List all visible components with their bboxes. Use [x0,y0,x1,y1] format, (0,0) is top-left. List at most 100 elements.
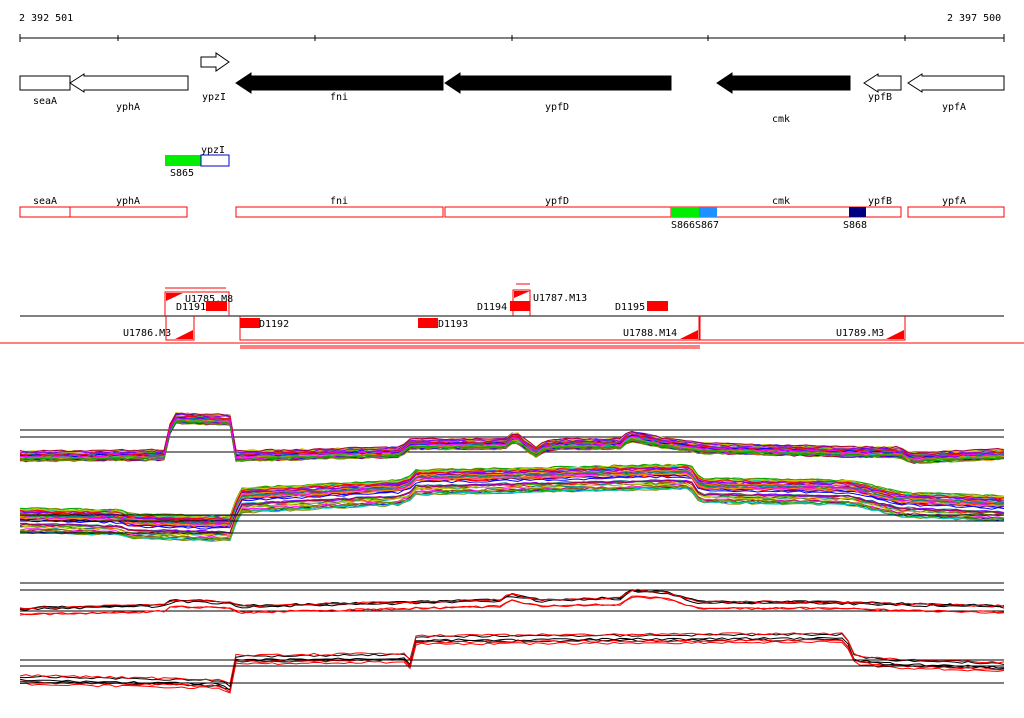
expression-trace [19,640,1005,694]
expression-trace [19,418,1005,461]
segment-S866[interactable] [671,207,699,217]
ruler [19,34,1005,42]
gene-label: ypfB [868,92,892,103]
expression-trace [20,638,1005,693]
downregion-D1192[interactable]: D1192 [240,318,289,330]
gene2-label: cmk [772,196,790,207]
transcript-label: U1785.M8 [185,294,233,305]
expression-trace [19,482,1005,537]
transcript-U1788[interactable]: U1788.M14 [239,316,700,341]
segment-label: S868 [843,220,867,231]
transcript-label: U1786.M3 [123,328,171,339]
feature-outline [200,154,230,167]
traces-group-a [19,412,1005,465]
expression-trace [19,470,1005,525]
downregion-label: D1195 [615,302,645,313]
expression-trace [19,588,1005,610]
gene-ypfA[interactable]: ypfA [907,73,1005,113]
gene-label: seaA [33,96,57,107]
downregion-D1191[interactable]: D1191 [176,301,227,313]
traces-group-c [19,588,1005,616]
gene-label: ypfD [545,102,569,113]
traces-group-b [19,463,1005,542]
expression-trace [19,595,1005,616]
expression-trace [19,466,1005,521]
gene-track: seaA yphA ypzI fni ypfD cmk [19,52,1005,125]
gene-label: ypzI [202,92,226,103]
transcript-track: U1785.M8 U1787.M13 U1786.M3 U1788.M14 [0,283,1024,349]
gene-cmk[interactable]: cmk [716,72,851,125]
expression-trace [19,465,1005,520]
upper-feature-track: ypzI S865 [165,145,230,179]
downregion-D1193[interactable]: D1193 [418,318,468,330]
expression-panel-upper [19,412,1005,542]
expression-panel-lower [19,582,1005,694]
gene2-label: ypfB [868,196,892,207]
gene2-label: yphA [116,196,140,207]
gene-seaA[interactable]: seaA [19,75,71,107]
expression-trace [19,413,1005,456]
expression-trace [19,421,1005,463]
expression-trace [19,486,1005,541]
gene2-label: fni [330,196,348,207]
gene2-ypfA[interactable]: ypfA [907,196,1005,218]
gene-row2: seaA yphA fni ypfD cmk ypfB [19,196,1005,231]
transcript-label: U1789.M3 [836,328,884,339]
gene2-label: ypfD [545,196,569,207]
expression-trace [19,632,1005,685]
segment-S867[interactable] [699,207,717,217]
segment-label: S866 [671,220,695,231]
downregion-label: D1194 [477,302,507,313]
transcript-U1789[interactable]: U1789.M3 [699,316,906,341]
segment-label: S865 [170,168,194,179]
segment-label: S867 [695,220,719,231]
gene2-label: seaA [33,196,57,207]
gene-ypfB[interactable]: ypfB [863,73,902,103]
expression-trace [19,415,1005,457]
gene-ypfD[interactable]: ypfD [444,72,672,113]
gene-label: cmk [772,114,790,125]
gene-yphA[interactable]: yphA [69,73,189,113]
transcript-U1787[interactable]: U1787.M13 [512,283,587,316]
downregion-label: D1193 [438,319,468,330]
expression-trace [19,412,1005,455]
gene2-yphA[interactable]: yphA [69,196,188,218]
expression-trace [19,464,1005,519]
transcript-U1786[interactable]: U1786.M3 [123,316,195,341]
gene2-ypfD[interactable]: ypfD [444,196,672,218]
gene2-ypfB[interactable]: ypfB [863,196,902,218]
expression-trace [19,473,1005,527]
expression-trace [19,485,1005,540]
expression-trace [19,486,1005,541]
downregion-label: D1192 [259,319,289,330]
expression-trace [19,633,1005,688]
segment-S865[interactable] [165,155,201,166]
downregion-D1195[interactable]: D1195 [615,301,668,313]
expression-trace [19,470,1005,525]
gene-label: yphA [116,102,140,113]
gene-label: ypfA [942,102,966,113]
downregion-D1194[interactable]: D1194 [477,301,530,313]
transcript-label: U1788.M14 [623,328,677,339]
expression-trace [19,479,1005,534]
gene2-seaA[interactable]: seaA [19,196,71,218]
gene2-label: ypfA [942,196,966,207]
transcript-U1785[interactable]: U1785.M8 [164,287,233,316]
gene-fni[interactable]: fni [235,72,444,103]
expression-trace [19,475,1005,530]
gene-label: fni [330,92,348,103]
traces-group-d [19,632,1005,694]
gene-ypzI[interactable]: ypzI [200,52,230,103]
expression-trace [19,465,1005,520]
ruler-end-label: 2 397 500 [947,13,1002,24]
ruler-start-label: 2 392 501 [19,13,74,24]
feature-gene-label: ypzI [201,145,225,156]
transcript-label: U1787.M13 [533,293,587,304]
gene2-fni[interactable]: fni [235,196,444,218]
expression-trace [19,638,1005,691]
expression-trace [19,417,1005,459]
expression-trace [19,636,1005,692]
segment-S868[interactable] [849,207,866,217]
